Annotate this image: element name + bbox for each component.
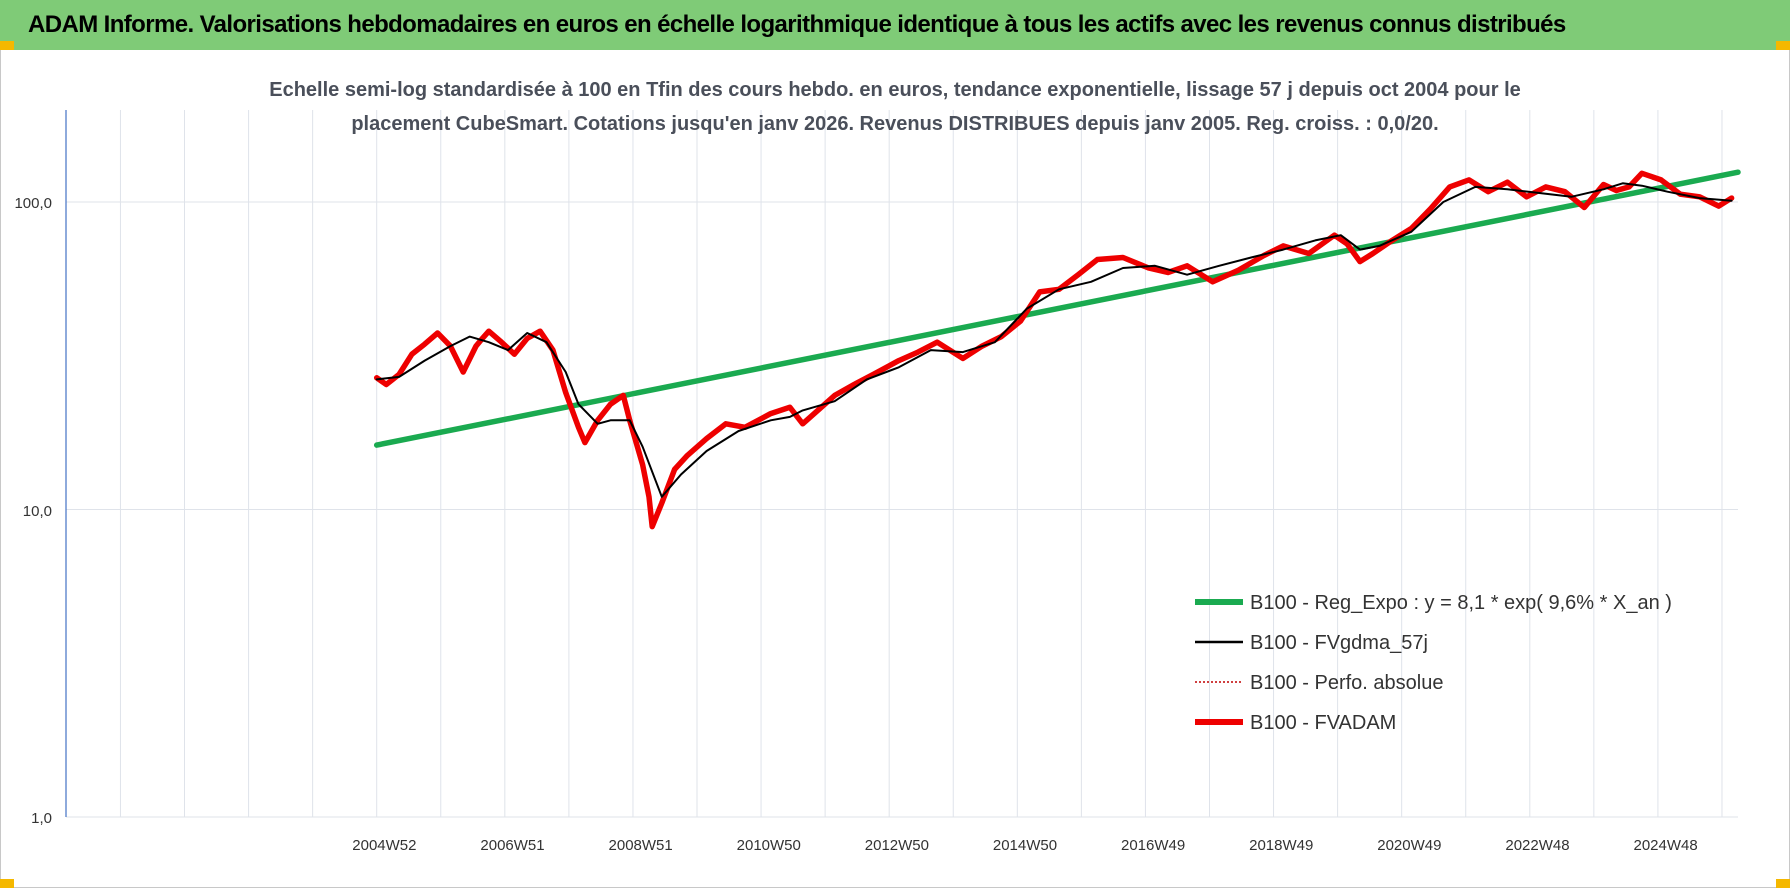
y-tick-label: 10,0 <box>23 503 52 520</box>
x-tick-label: 2010W50 <box>737 837 801 854</box>
legend-label-perfo: B100 - Perfo. absolue <box>1250 672 1443 694</box>
x-tick-label: 2014W50 <box>993 837 1057 854</box>
x-tick-label: 2022W48 <box>1505 837 1569 854</box>
legend-label-reg-expo: B100 - Reg_Expo : y = 8,1 * exp( 9,6% * … <box>1250 592 1672 614</box>
x-tick-label: 2016W49 <box>1121 837 1185 854</box>
x-tick-label: 2004W52 <box>352 837 416 854</box>
vertical-gridlines <box>119 110 1723 817</box>
corner-marker <box>1776 41 1790 50</box>
x-tick-labels: 2004W52 2006W51 2008W51 2010W50 2012W50 2014W… <box>352 837 1697 854</box>
x-tick-label: 2012W50 <box>865 837 929 854</box>
y-tick-label: 100,0 <box>14 195 52 212</box>
x-tick-label: 2006W51 <box>480 837 544 854</box>
legend-label-fvgdma: B100 - FVgdma_57j <box>1250 632 1428 654</box>
series-layer <box>373 169 1741 530</box>
corner-marker <box>1776 879 1790 888</box>
corner-marker <box>0 41 14 50</box>
x-tick-label: 2024W48 <box>1634 837 1698 854</box>
legend: B100 - Reg_Expo : y = 8,1 * exp( 9,6% * … <box>1195 592 1672 734</box>
legend-label-fvadam: B100 - FVADAM <box>1250 712 1396 734</box>
header-bar: ADAM Informe. Valorisations hebdomadaire… <box>0 0 1790 50</box>
x-tick-label: 2018W49 <box>1249 837 1313 854</box>
x-tick-label: 2020W49 <box>1377 837 1441 854</box>
x-tick-label: 2008W51 <box>609 837 673 854</box>
page-title: ADAM Informe. Valorisations hebdomadaire… <box>28 11 1566 38</box>
series-line-fvadam <box>373 170 1735 530</box>
corner-marker <box>0 879 14 888</box>
chart-subtitle-line-2: placement CubeSmart. Cotations jusqu'en … <box>351 113 1438 135</box>
horizontal-gridlines <box>66 201 1738 818</box>
y-tick-label: 1,0 <box>31 810 52 827</box>
chart-subtitle-line-1: Echelle semi-log standardisée à 100 en T… <box>269 79 1521 101</box>
series-line-fvgdma <box>375 182 1733 498</box>
series-line-reg-expo <box>373 169 1741 448</box>
